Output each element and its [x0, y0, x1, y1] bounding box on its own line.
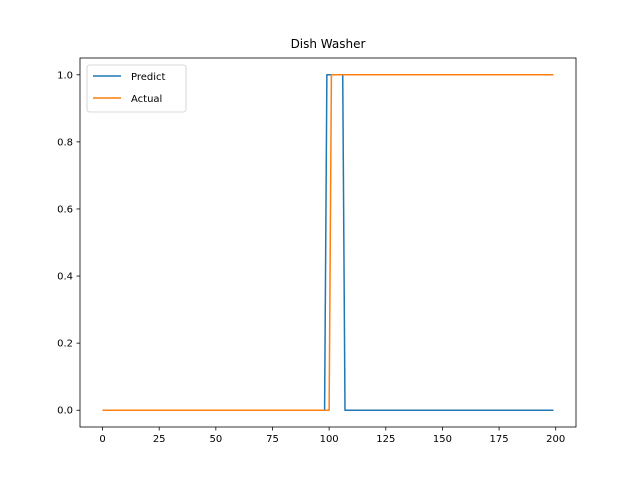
y-tick-label: 0.0	[57, 406, 73, 417]
x-tick-label: 0	[99, 434, 105, 445]
chart-title: Dish Washer	[291, 37, 366, 51]
x-tick-label: 175	[490, 434, 509, 445]
x-tick-label: 100	[320, 434, 339, 445]
x-tick-label: 75	[266, 434, 279, 445]
x-tick-label: 150	[433, 434, 452, 445]
x-tick-label: 25	[153, 434, 166, 445]
y-tick-label: 0.2	[57, 339, 73, 350]
legend-label-actual: Actual	[131, 94, 162, 105]
x-tick-label: 50	[209, 434, 222, 445]
legend: Predict Actual	[86, 64, 187, 113]
plot-frame	[79, 57, 577, 428]
y-tick-label: 1.0	[57, 70, 73, 81]
y-tick-label: 0.8	[57, 137, 73, 148]
x-axis-ticks: 0 25 50 75 100 125 150 175 200	[99, 427, 565, 445]
legend-label-predict: Predict	[131, 72, 166, 83]
y-axis-ticks: 0.0 0.2 0.4 0.6 0.8 1.0	[57, 70, 80, 417]
x-tick-label: 200	[546, 434, 565, 445]
plot-area	[79, 57, 577, 428]
y-tick-label: 0.4	[57, 272, 73, 283]
x-tick-label: 125	[376, 434, 395, 445]
series-line-actual	[102, 74, 554, 411]
y-tick-label: 0.6	[57, 204, 73, 215]
